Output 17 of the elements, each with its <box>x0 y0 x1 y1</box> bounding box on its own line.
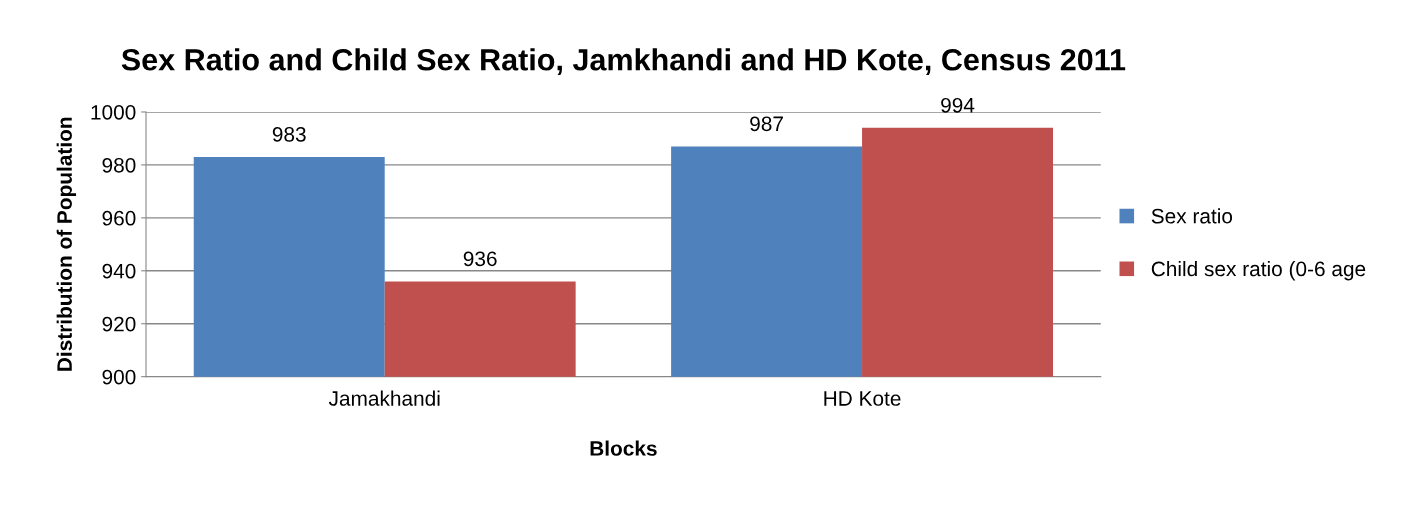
y-axis-title: Distribution of Population <box>56 117 77 371</box>
legend-label: Child sex ratio (0-6 age <box>1151 260 1366 281</box>
y-tick-label: 940 <box>102 263 136 279</box>
y-tick-label: 900 <box>102 369 136 385</box>
y-tick-label: 1000 <box>91 104 136 120</box>
y-tick-label: 980 <box>102 157 136 173</box>
y-tick-label: 920 <box>102 316 136 332</box>
data-label: 994 <box>941 97 975 113</box>
legend-label: Sex ratio <box>1151 208 1233 224</box>
chart-title: Sex Ratio and Child Sex Ratio, Jamkhandi and HD Kote, Census 2011 <box>121 48 1126 76</box>
data-label: 936 <box>463 251 497 267</box>
data-label: 987 <box>750 116 783 132</box>
x-axis-title: Blocks <box>590 440 657 456</box>
data-label: 983 <box>272 126 306 142</box>
x-tick-label: Jamakhandi <box>328 390 440 406</box>
y-tick-label: 960 <box>102 210 136 226</box>
x-tick-label: HD Kote <box>824 391 901 406</box>
